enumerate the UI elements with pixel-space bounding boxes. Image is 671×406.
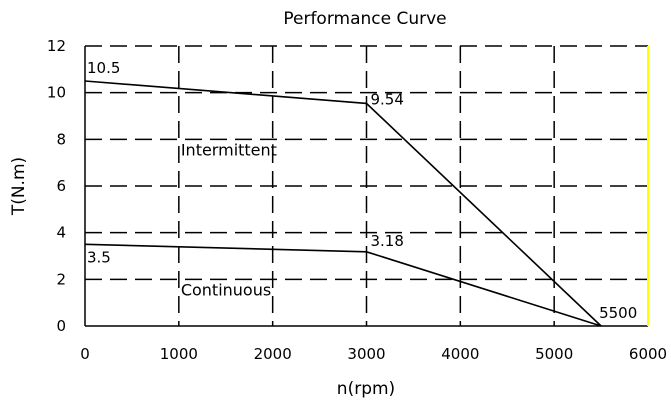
- y-tick-label-12: 12: [47, 37, 66, 55]
- x-axis-label: n(rpm): [337, 379, 395, 399]
- region-label-continuous: Continuous: [181, 281, 271, 300]
- y-tick-label-2: 2: [56, 270, 66, 288]
- y-tick-label-10: 10: [47, 84, 66, 102]
- x-tick-label-5000: 5000: [535, 345, 573, 363]
- grid: [85, 45, 648, 326]
- point-label-5500: 5500: [599, 304, 637, 322]
- y-tick-label-8: 8: [56, 130, 66, 148]
- point-label-9-54: 9.54: [371, 90, 404, 108]
- point-label-10-5: 10.5: [87, 59, 120, 77]
- region-labels: Intermittent Continuous: [181, 141, 277, 300]
- axes: [84, 46, 649, 327]
- y-tick-label-4: 4: [56, 224, 66, 242]
- x-tick-label-2000: 2000: [254, 345, 292, 363]
- tick-labels: 0 1000 2000 3000 4000 5000 6000 0 2 4 6 8 10 12: [47, 37, 667, 363]
- region-label-intermittent: Intermittent: [181, 141, 277, 160]
- y-tick-label-0: 0: [56, 317, 66, 335]
- series-lines: [84, 80, 602, 327]
- x-tick-label-6000: 6000: [629, 345, 667, 363]
- series-line-1: [84, 80, 602, 327]
- chart-title: Performance Curve: [283, 9, 446, 29]
- series-line-2: [84, 243, 602, 327]
- x-tick-label-0: 0: [80, 345, 90, 363]
- point-labels: 10.5 9.54 3.5 3.18 5500: [87, 59, 637, 322]
- point-label-3-5: 3.5: [87, 248, 111, 266]
- x-tick-label-3000: 3000: [347, 345, 385, 363]
- y-axis-label: T(N.m): [9, 157, 29, 216]
- x-tick-label-4000: 4000: [441, 345, 479, 363]
- x-tick-label-1000: 1000: [160, 345, 198, 363]
- point-label-3-18: 3.18: [371, 232, 404, 250]
- y-tick-label-6: 6: [56, 177, 66, 195]
